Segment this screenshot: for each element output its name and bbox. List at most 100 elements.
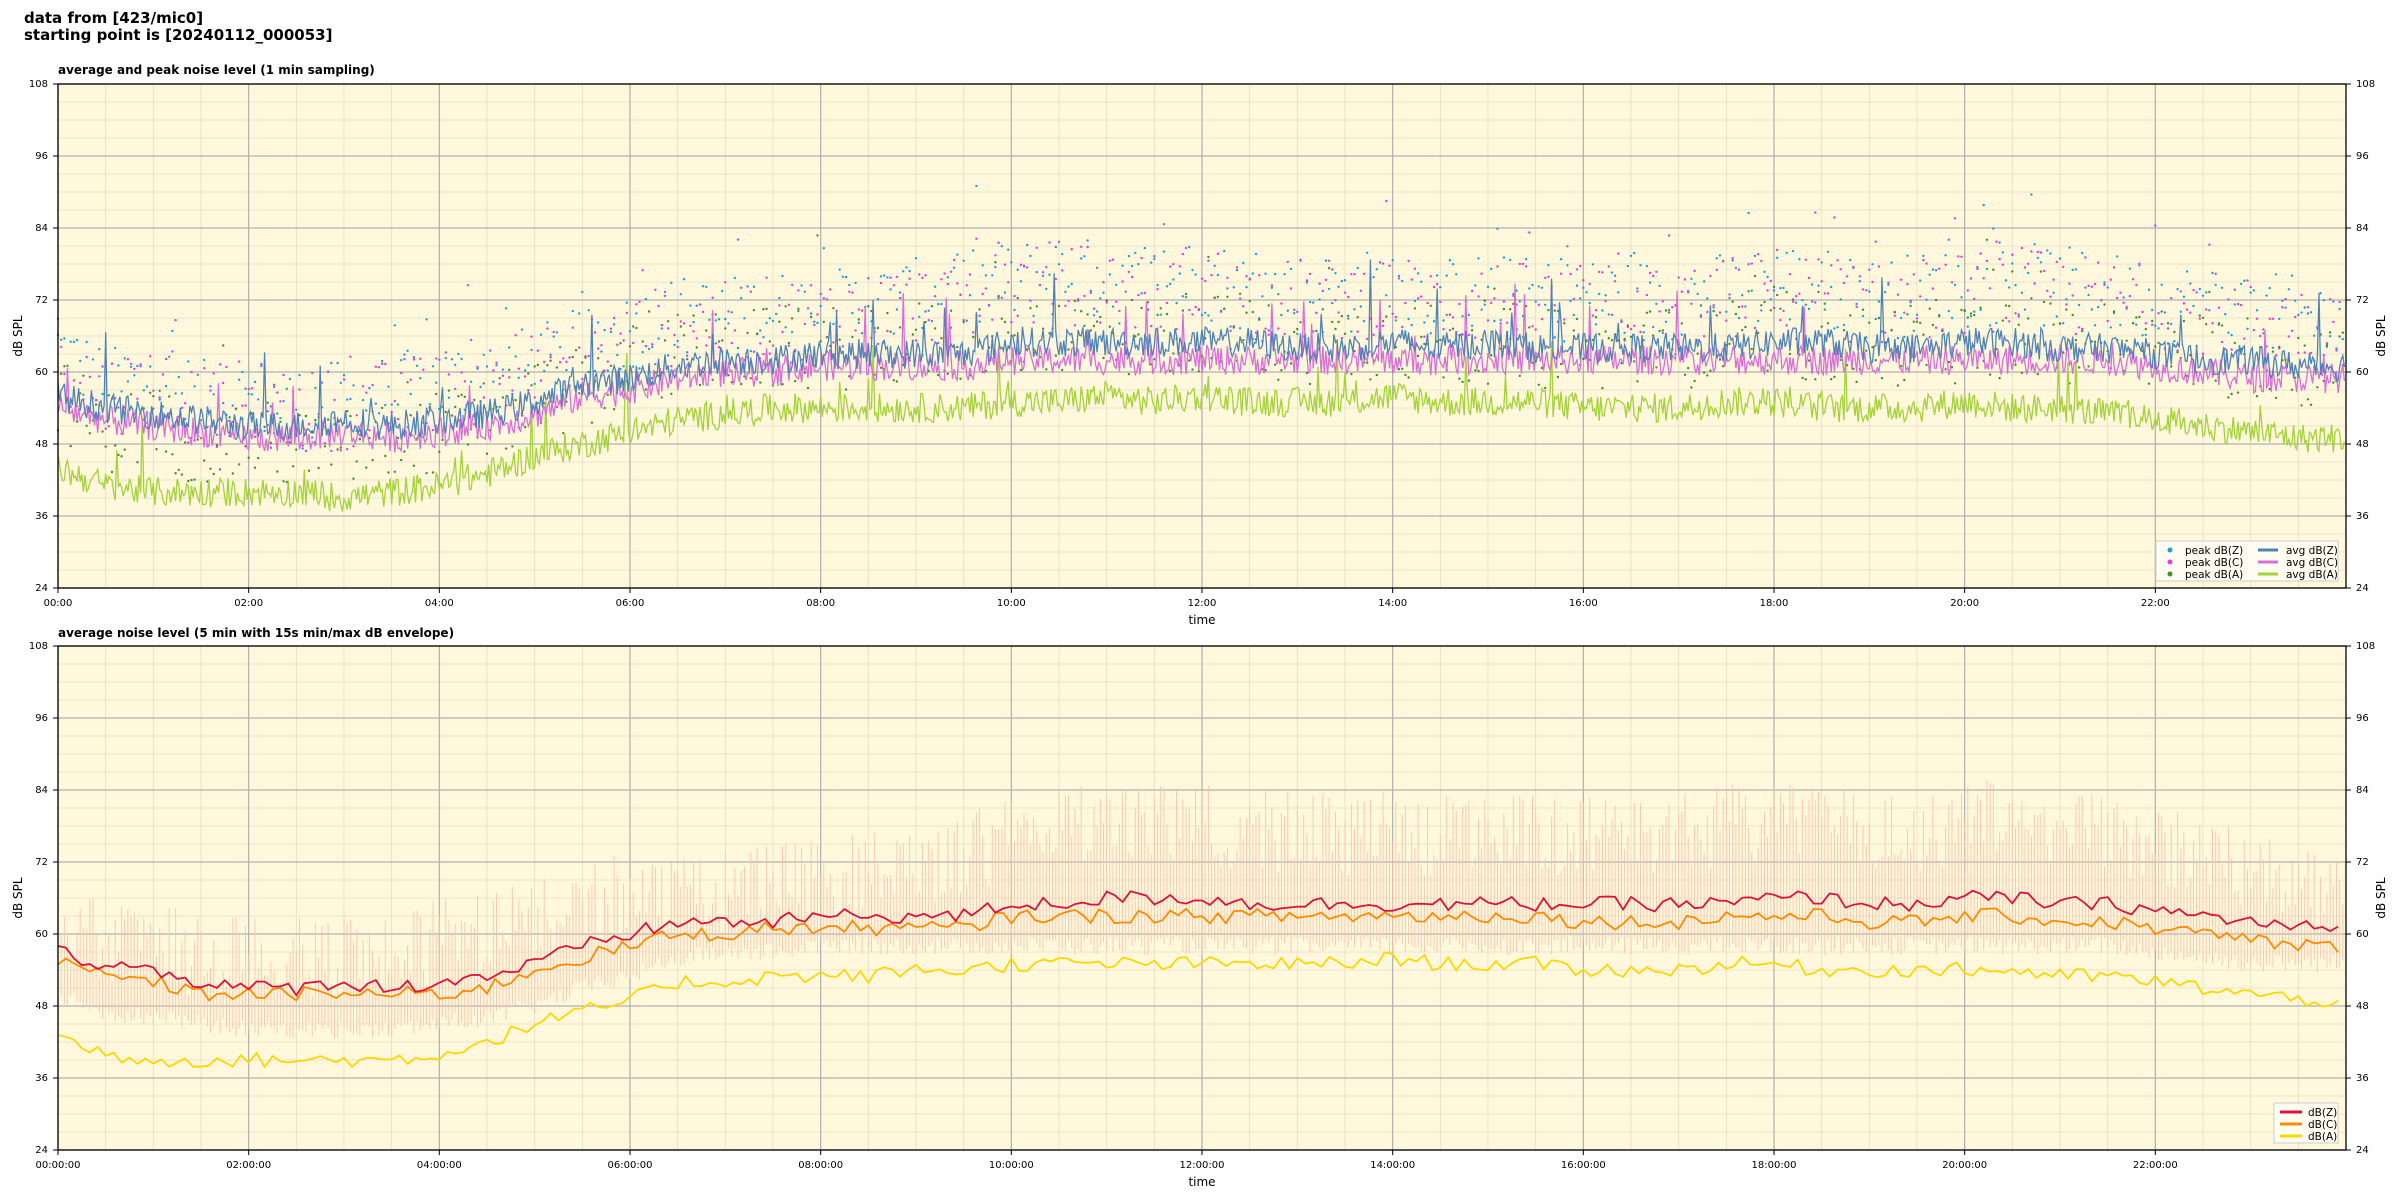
point-peak-c [1531, 325, 1534, 328]
line-db-a [57, 951, 2339, 1069]
point-peak-z [686, 351, 689, 354]
point-peak-a [2332, 381, 2335, 384]
point-peak-z [1153, 257, 1156, 261]
point-peak-z [431, 365, 435, 368]
point-peak-c [2119, 291, 2122, 294]
x-tick-label: 02:00 [234, 598, 263, 609]
point-peak-z [126, 380, 130, 383]
point-peak-z [498, 405, 501, 409]
point-peak-c [2103, 283, 2106, 286]
point-peak-z [937, 302, 940, 306]
point-peak-z [1448, 259, 1452, 262]
point-peak-z [905, 266, 908, 269]
point-peak-z [469, 380, 473, 383]
point-peak-c [1099, 321, 1102, 324]
point-peak-z [2284, 306, 2287, 309]
point-peak-c [279, 400, 282, 403]
point-peak-a [679, 325, 682, 328]
point-peak-a [1807, 359, 1811, 362]
point-peak-z [199, 419, 203, 422]
point-peak-z [1416, 272, 1420, 275]
point-peak-c [2154, 224, 2157, 227]
point-peak-z [956, 253, 959, 256]
point-peak-z [860, 332, 864, 335]
point-peak-c [495, 361, 498, 364]
point-peak-a [1086, 313, 1089, 316]
line-db-c [57, 907, 2339, 1002]
point-peak-a [1092, 324, 1096, 328]
point-peak-a [180, 473, 184, 476]
point-peak-c [1588, 282, 1591, 286]
point-peak-a [123, 448, 126, 451]
point-peak-c [1197, 307, 1201, 311]
point-peak-z [968, 294, 972, 297]
legend-label: peak dB(A) [2185, 569, 2243, 581]
point-peak-c [1639, 330, 1642, 334]
point-peak-c [2055, 260, 2058, 264]
point-peak-a [2001, 319, 2005, 322]
point-peak-a [1658, 329, 1661, 333]
point-peak-z [851, 311, 854, 315]
point-peak-a [454, 405, 457, 409]
point-peak-z [2151, 308, 2154, 312]
point-peak-z [1486, 285, 1490, 289]
point-peak-z [1712, 306, 1715, 309]
point-peak-a [1280, 369, 1283, 372]
point-peak-a [527, 372, 530, 375]
point-peak-c [1683, 278, 1687, 281]
point-peak-z [705, 285, 708, 289]
point-peak-c [365, 391, 368, 394]
point-peak-c [698, 303, 702, 306]
point-peak-c [403, 358, 406, 361]
point-peak-a [2325, 344, 2329, 347]
point-peak-c [1324, 278, 1328, 282]
point-peak-a [2008, 304, 2011, 308]
point-peak-c [1884, 331, 1887, 334]
point-peak-z [2220, 286, 2224, 289]
point-peak-c [892, 284, 895, 287]
point-peak-a [1054, 354, 1058, 357]
point-peak-z [1461, 315, 1464, 318]
point-peak-z [1992, 227, 1995, 230]
point-peak-a [778, 320, 781, 323]
point-peak-a [228, 416, 231, 419]
point-peak-c [1747, 263, 1750, 266]
point-peak-z [1734, 266, 1738, 270]
point-peak-c [1725, 319, 1728, 322]
point-peak-a [1785, 291, 1788, 294]
point-peak-c [2182, 302, 2186, 305]
point-peak-z [1273, 272, 1277, 276]
point-peak-c [1493, 297, 1496, 300]
y-tick-label-right: 48 [2356, 1001, 2369, 1012]
point-peak-c [1242, 305, 1245, 308]
point-peak-c [1572, 297, 1576, 301]
point-peak-z [1788, 318, 1792, 321]
point-peak-a [2049, 302, 2052, 305]
point-peak-c [164, 357, 168, 361]
point-peak-c [1575, 268, 1579, 271]
point-peak-a [2176, 350, 2179, 354]
point-peak-z [1585, 291, 1588, 294]
point-peak-z [797, 309, 800, 313]
point-peak-z [1442, 319, 1445, 322]
point-peak-c [2046, 289, 2049, 292]
point-peak-a [590, 421, 594, 424]
point-peak-a [587, 370, 590, 374]
point-peak-c [832, 341, 835, 344]
point-peak-c [956, 282, 959, 285]
point-peak-c [2011, 253, 2014, 256]
point-peak-c [1607, 265, 1611, 268]
point-peak-z [330, 361, 333, 365]
point-peak-c [921, 276, 924, 280]
point-peak-z [670, 281, 673, 285]
point-peak-z [1776, 256, 1779, 259]
point-peak-a [1277, 378, 1280, 381]
point-peak-c [1633, 324, 1636, 327]
point-peak-z [762, 336, 765, 339]
point-peak-a [844, 388, 848, 391]
point-peak-a [857, 318, 860, 321]
point-peak-z [374, 402, 377, 405]
point-peak-c [212, 372, 215, 375]
point-peak-z [63, 337, 66, 340]
point-peak-z [101, 392, 104, 396]
